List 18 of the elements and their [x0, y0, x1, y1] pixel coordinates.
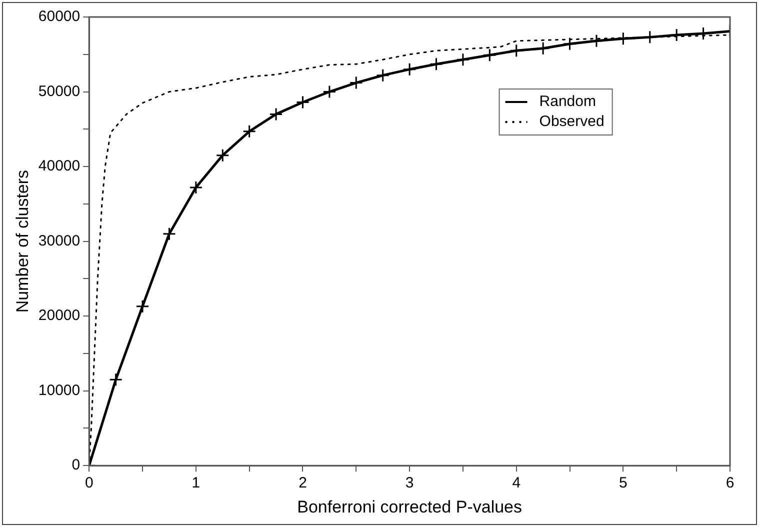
x-tick-label: 6 [726, 474, 734, 492]
y-tick-label: 30000 [38, 232, 80, 250]
y-tick-label: 50000 [38, 82, 80, 100]
x-tick-label: 1 [192, 474, 200, 492]
legend-label: Observed [539, 113, 604, 130]
y-tick-label: 0 [72, 456, 80, 474]
x-tick-label: 5 [619, 474, 628, 492]
x-tick-label: 4 [512, 474, 521, 492]
y-tick-label: 10000 [38, 382, 80, 399]
x-tick-label: 2 [298, 474, 307, 492]
x-tick-label: 3 [405, 474, 414, 492]
y-tick-label: 20000 [38, 307, 80, 324]
y-tick-label: 60000 [38, 8, 80, 26]
x-axis-title: Bonferroni corrected P-values [297, 497, 522, 516]
y-tick-label: 40000 [38, 158, 80, 175]
legend-label: Random [539, 93, 596, 110]
x-tick-label: 0 [84, 474, 94, 492]
y-axis-title: Number of clusters [12, 170, 32, 313]
